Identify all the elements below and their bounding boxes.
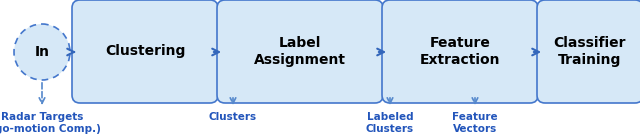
Text: Label
Assignment: Label Assignment — [254, 36, 346, 67]
Text: Clustering: Clustering — [105, 44, 185, 59]
FancyBboxPatch shape — [217, 0, 383, 103]
Text: Clusters: Clusters — [209, 112, 257, 122]
FancyBboxPatch shape — [537, 0, 640, 103]
Text: Radar Targets
(Ego-motion Comp.): Radar Targets (Ego-motion Comp.) — [0, 112, 101, 134]
Text: In: In — [35, 45, 49, 59]
FancyBboxPatch shape — [382, 0, 538, 103]
Ellipse shape — [14, 24, 70, 80]
Text: Feature
Extraction: Feature Extraction — [420, 36, 500, 67]
FancyBboxPatch shape — [72, 0, 218, 103]
Text: Classifier
Training: Classifier Training — [554, 36, 627, 67]
Text: Feature
Vectors: Feature Vectors — [452, 112, 498, 134]
Text: Labeled
Clusters: Labeled Clusters — [366, 112, 414, 134]
